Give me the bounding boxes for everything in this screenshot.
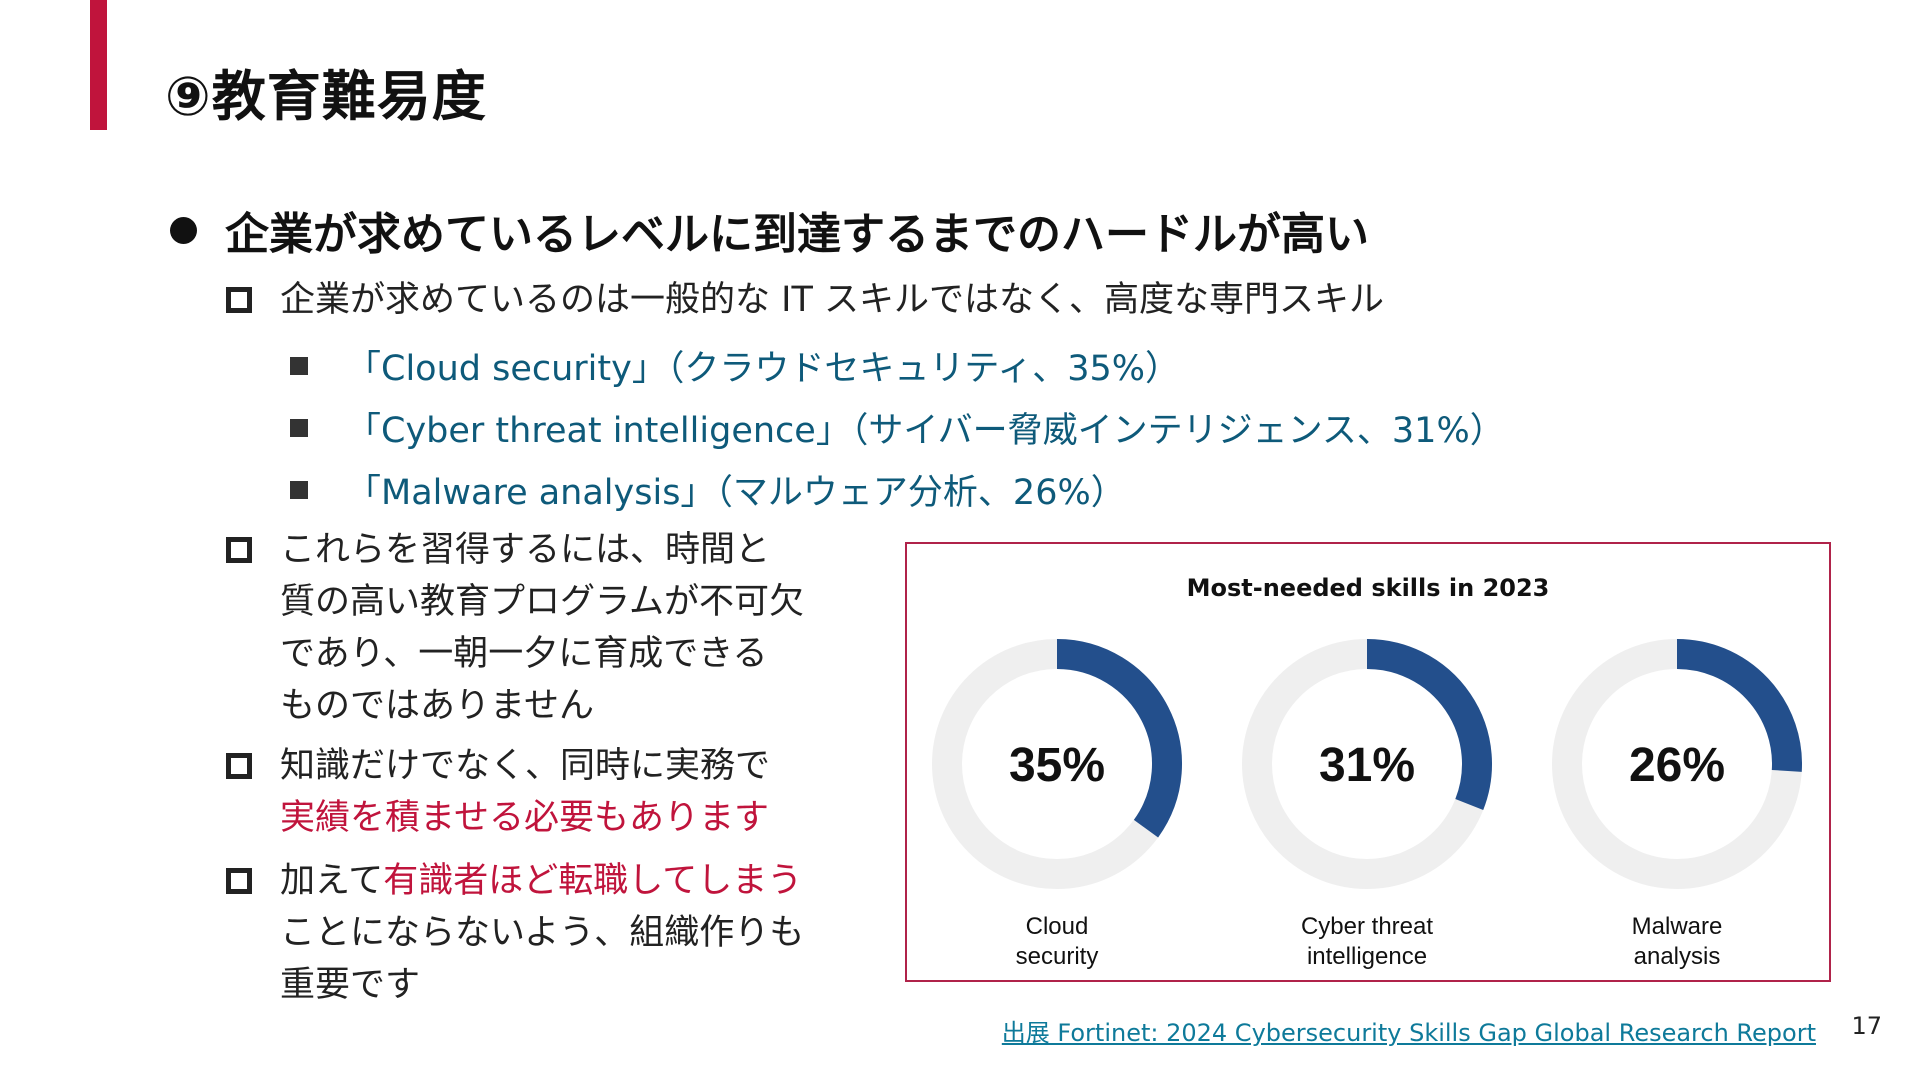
filled-square-icon	[290, 356, 308, 375]
source-link[interactable]: 出展 Fortinet: 2024 Cybersecurity Skills G…	[1001, 1019, 1816, 1047]
sub-item-cloud: 「Cloud security」（クラウドセキュリティ、35%）	[290, 340, 1180, 391]
filled-square-icon	[290, 480, 308, 499]
point-3-highlight: 実績を積ませる必要もあります	[280, 798, 769, 838]
donut-arc-0	[1056, 639, 1182, 838]
square-bullet-icon	[226, 537, 252, 563]
point-2-text: これらを習得するには、時間と 質の高い教育プログラムが不可欠 であり、一朝一夕に…	[280, 524, 804, 732]
point-3: 知識だけでなく、同時に実務で 実績を積ませる必要もあります	[226, 740, 770, 844]
sub-item-text: 「Cyber threat intelligence」（サイバー脅威インテリジェ…	[346, 411, 1505, 451]
page-number: 17	[1851, 1012, 1882, 1040]
point-2: これらを習得するには、時間と 質の高い教育プログラムが不可欠 であり、一朝一夕に…	[226, 524, 804, 732]
point-2-line: ものではありません	[280, 686, 594, 726]
square-bullet-icon	[226, 753, 252, 779]
slide-title: ⑨教育難易度	[165, 65, 487, 128]
donut-arc-2	[1676, 639, 1802, 772]
point-2-line: これらを習得するには、時間と	[280, 530, 771, 570]
point-4-highlight: 有識者ほど転職してしまう	[383, 861, 803, 901]
chart-title: Most-needed skills in 2023	[1186, 574, 1550, 602]
donut-category-label: Malware	[1632, 913, 1723, 940]
donut-arc-1	[1366, 639, 1492, 811]
sub-item-text: 「Cloud security」（クラウドセキュリティ、35%）	[346, 349, 1181, 389]
donut-category-label: security	[1016, 943, 1099, 970]
donut-percent-label: 31%	[1319, 739, 1415, 792]
point-4-line1: 加えて有識者ほど転職してしまう	[280, 855, 804, 907]
square-bullet-icon	[226, 868, 252, 894]
sub-item-text: 「Malware analysis」（マルウェア分析、26%）	[346, 473, 1126, 513]
title-accent-bar	[90, 0, 107, 130]
point-2-line: であり、一朝一夕に育成できる	[280, 634, 768, 674]
point-1-text: 企業が求めているのは一般的な IT スキルではなく、高度な専門スキル	[280, 280, 1384, 320]
square-bullet-icon	[226, 287, 252, 313]
donut-category-label: Cyber threat	[1301, 913, 1433, 940]
donut-percent-label: 26%	[1629, 739, 1725, 792]
sub-item-malware: 「Malware analysis」（マルウェア分析、26%）	[290, 464, 1126, 515]
point-4: 加えて有識者ほど転職してしまう ことにならないよう、組織作りも 重要です	[226, 855, 804, 1011]
donut-category-label: analysis	[1634, 943, 1721, 970]
donut-category-label: intelligence	[1307, 943, 1427, 970]
point-4-prefix: 加えて	[280, 861, 384, 901]
point-4-line: ことにならないよう、組織作りも	[280, 913, 805, 953]
donut-category-label: Cloud	[1026, 913, 1089, 940]
filled-square-icon	[290, 418, 308, 437]
point-3-text: 知識だけでなく、同時に実務で 実績を積ませる必要もあります	[280, 740, 770, 844]
bullet-dot-icon	[170, 216, 197, 244]
point-3-line: 知識だけでなく、同時に実務で	[280, 746, 771, 786]
point-4-text: 加えて有識者ほど転職してしまう ことにならないよう、組織作りも 重要です	[280, 855, 804, 1011]
sub-item-cti: 「Cyber threat intelligence」（サイバー脅威インテリジェ…	[290, 402, 1505, 453]
point-4-line: 重要です	[280, 965, 421, 1005]
main-bullet: 企業が求めているレベルに到達するまでのハードルが高い	[170, 198, 1369, 262]
main-bullet-text: 企業が求めているレベルに到達するまでのハードルが高い	[225, 209, 1369, 260]
chart-panel: Most-needed skills in 2023 35% Cloud secur…	[905, 542, 1831, 982]
point-2-line: 質の高い教育プログラムが不可欠	[280, 582, 804, 622]
donut-percent-label: 35%	[1009, 739, 1105, 792]
point-1: 企業が求めているのは一般的な IT スキルではなく、高度な専門スキル	[226, 274, 1384, 326]
donut-charts: 35% Cloud security 31% Cyber threat intellige…	[932, 639, 1802, 970]
